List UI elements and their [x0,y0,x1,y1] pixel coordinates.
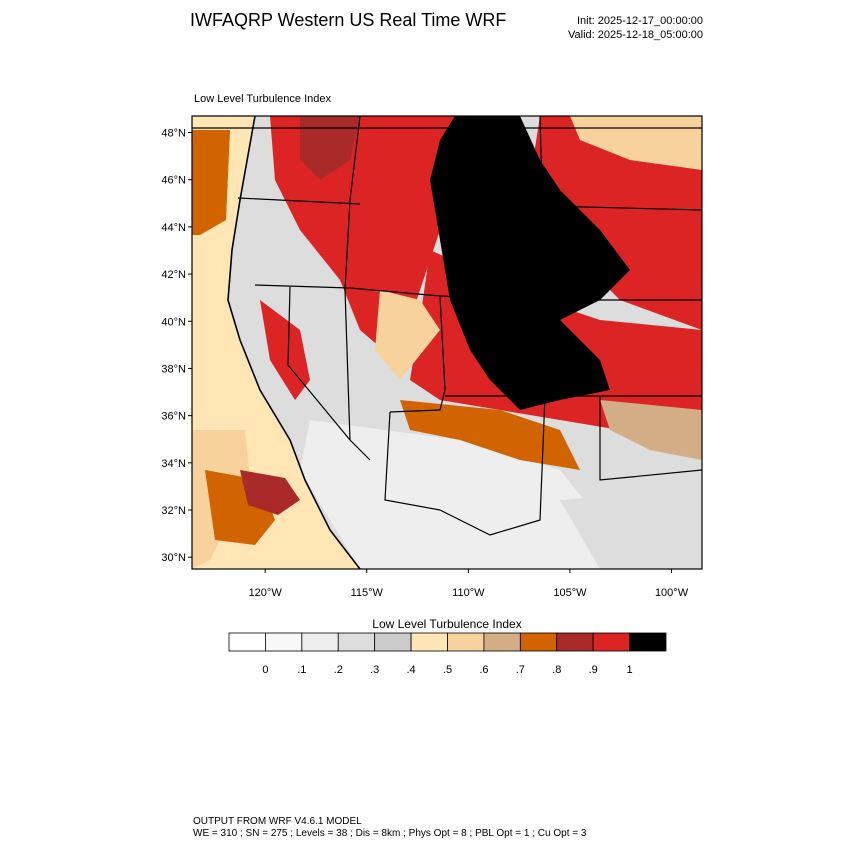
colorbar-label: .2 [334,664,343,676]
valid-time: Valid: 2025-12-18_05:00:00 [568,29,703,41]
northwest-darkred [300,116,360,180]
colorbar-swatch [629,632,667,652]
utah-area [375,290,440,380]
map-field [192,116,702,569]
colorbar-swatch [228,632,266,652]
colorbar-swatch [556,632,594,652]
lat-tick-label: 42°N [161,269,186,281]
colorbar-label: .5 [443,664,452,676]
lat-tick-label: 48°N [161,128,186,140]
oklahoma-area [600,400,702,460]
lat-tick-label: 46°N [161,175,186,187]
colorbar-swatch [483,632,521,652]
ocean-red-patch [240,470,300,515]
colorbar-swatch [410,632,448,652]
turbulence-max-core [430,116,630,410]
colorbar-label: .4 [406,664,415,676]
colorbar-label: .3 [370,664,379,676]
coastline [227,115,361,570]
southern-rockies-orange [400,400,580,470]
map-frame [191,115,703,570]
lon-tick-label: 115°W [351,587,384,599]
colorbar-label: 0 [262,664,268,676]
state-boundaries [192,116,702,536]
colorbar-label: .9 [589,664,598,676]
colorbar-swatch [265,632,303,652]
colorbar-swatch [337,632,376,652]
lat-tick-label: 38°N [161,363,186,375]
colorbar-swatch [374,632,412,652]
colorbar-label: .8 [552,664,561,676]
colorbar: 0 .1 .2 .3 .4 .5 .6 .7 .8 .9 1 [228,632,667,676]
time-info: Init: 2025-12-17_00:00:00 Valid: 2025-12… [568,14,703,42]
lat-tick-label: 44°N [161,222,186,234]
page-title: IWFAQRP Western US Real Time WRF [190,10,507,30]
sierra-red-streak [260,300,310,400]
colorbar-label: .1 [297,664,306,676]
colorbar-label: 1 [627,664,633,676]
lon-tick-label: 110°W [452,587,485,599]
colorbar-swatch [301,632,339,652]
colorbar-swatch [447,632,485,652]
colorbar-swatch [592,632,630,652]
init-time: Init: 2025-12-17_00:00:00 [577,15,703,27]
latitude-ticks: 48°N 46°N 44°N 42°N 40°N 38°N 36°N 34°N 32°N 30°N [161,128,192,564]
footer-line-2: WE = 310 ; SN = 275 ; Levels = 38 ; Dis … [193,828,587,839]
lat-tick-label: 30°N [161,552,186,564]
lon-tick-label: 105°W [553,587,587,599]
south-plains-area [560,490,702,569]
north-dakota-area [570,116,702,170]
ocean-high-area [192,130,230,235]
southwest-area [300,420,620,569]
model-footer: OUTPUT FROM WRF V4.6.1 MODEL WE = 310 ; … [193,816,586,840]
longitude-ticks: 120°W 115°W 110°W 105°W 100°W [249,569,689,599]
colorbar-swatch [519,632,558,652]
lon-tick-label: 120°W [249,587,283,599]
colorbar-label: .6 [479,664,488,676]
northern-plains-red [530,116,702,330]
lon-tick-label: 100°W [655,587,689,599]
map-subtitle: Low Level Turbulence Index [194,93,331,105]
lat-tick-label: 34°N [161,458,186,470]
lat-tick-label: 40°N [161,316,186,328]
footer-line-1: OUTPUT FROM WRF V4.6.1 MODEL [193,816,362,827]
lat-tick-label: 32°N [161,505,186,517]
colorbar-label: .7 [516,664,525,676]
colorbar-title: Low Level Turbulence Index [372,617,521,631]
lat-tick-label: 36°N [161,411,186,423]
